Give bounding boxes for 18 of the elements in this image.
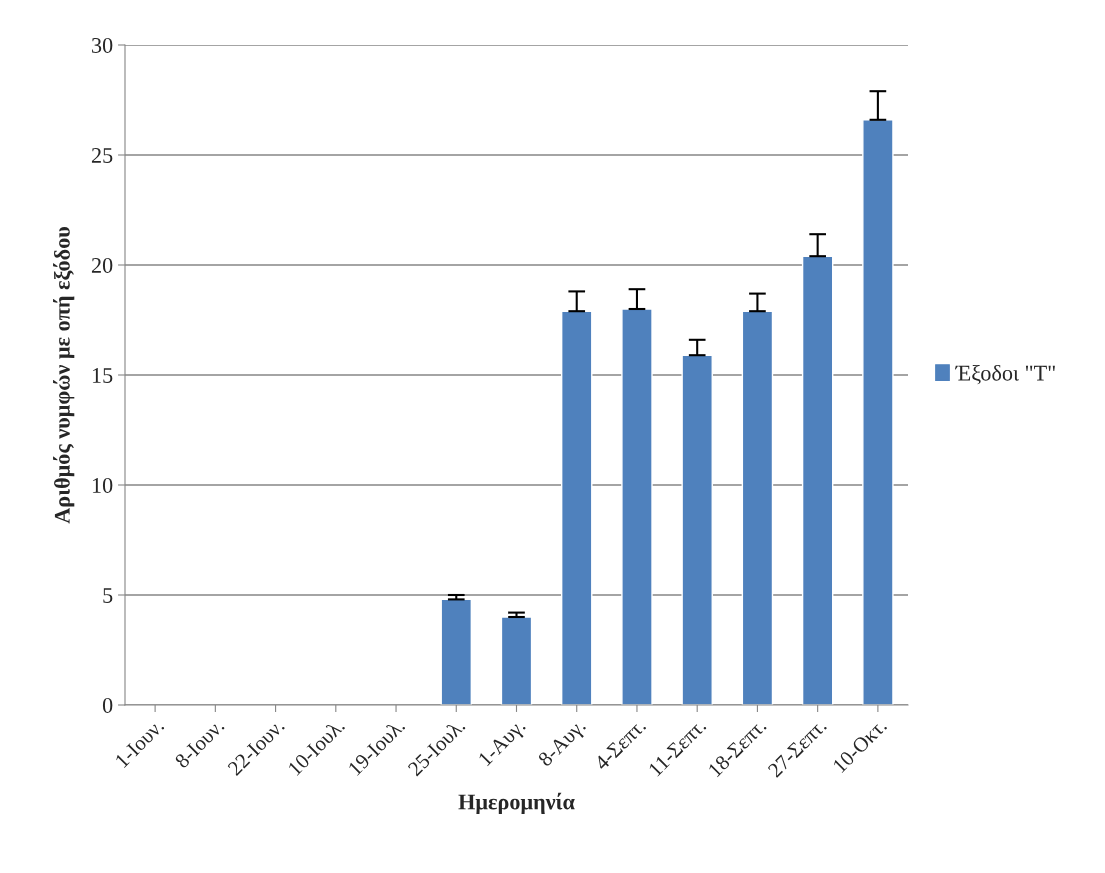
y-tick-label: 15	[92, 368, 113, 383]
y-tick-label: 25	[91, 147, 113, 163]
y-tick-label: 0	[102, 697, 113, 713]
bar	[801, 255, 834, 705]
bar	[440, 598, 473, 705]
bar	[681, 354, 713, 705]
legend-label: Έξοδοι "Τ"	[955, 364, 1055, 385]
y-axis-title: Αριθμός νυμφών με οπή εξόδου	[53, 226, 75, 524]
y-tick-label: 10	[92, 477, 113, 493]
bar	[621, 308, 653, 705]
bar	[500, 616, 533, 705]
bar	[560, 310, 593, 705]
y-tick-label: 20	[91, 257, 113, 273]
bar	[741, 310, 774, 705]
bar	[862, 119, 894, 705]
x-axis-title: Ημερομηνία	[458, 792, 575, 814]
y-tick-label: 5	[103, 588, 113, 603]
y-tick-label: 30	[92, 37, 113, 53]
